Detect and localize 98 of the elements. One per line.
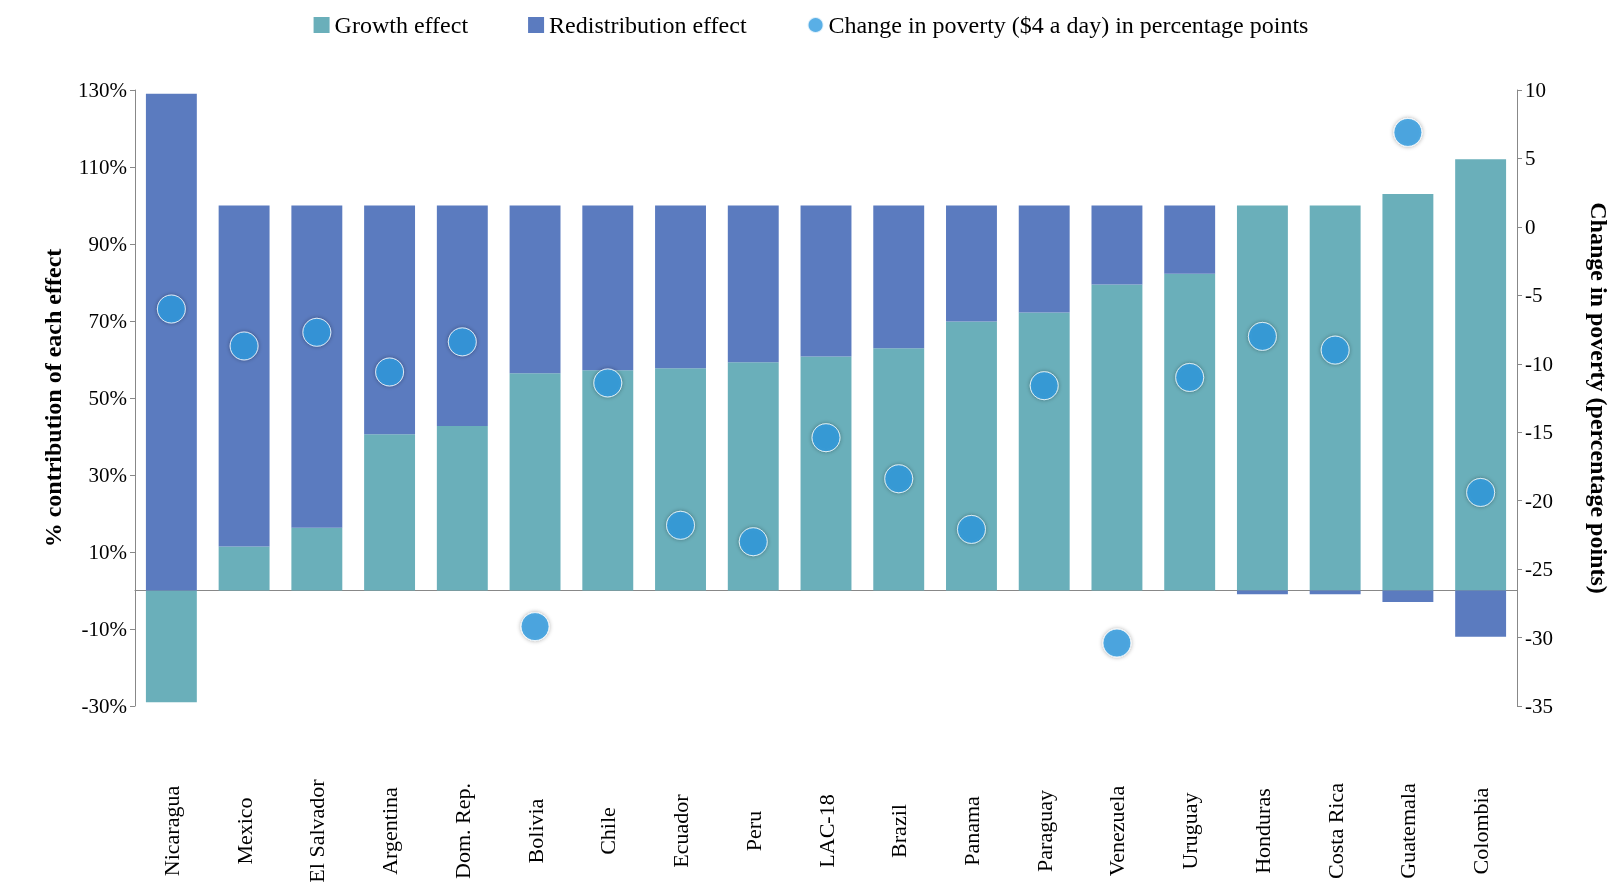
bar (364, 434, 416, 591)
y-tick-label: -30% (81, 694, 127, 718)
bar (1018, 205, 1070, 313)
bar (1455, 590, 1507, 637)
x-tick-label: Argentina (377, 786, 403, 875)
point (447, 327, 477, 357)
bar (509, 373, 561, 591)
bar (873, 348, 925, 591)
x-tick-label: Uruguay (1177, 792, 1203, 870)
y-axis-title: % contribution of each effect (40, 248, 66, 548)
bar (800, 205, 852, 357)
bar (145, 93, 197, 591)
point (811, 423, 841, 453)
y-tick-label: 110% (78, 155, 127, 179)
y-tick-label: 90% (88, 232, 127, 256)
y-tick-label: 70% (88, 309, 127, 333)
bar (1164, 273, 1216, 591)
point (1029, 371, 1059, 401)
y2-tick-label: -25 (1525, 557, 1553, 582)
x-tick-label: Venezuela (1104, 785, 1130, 877)
bar (582, 205, 634, 371)
bar (946, 321, 997, 591)
y-tick-label: 30% (88, 463, 127, 487)
x-tick-label: Ecuador (668, 793, 694, 868)
x-tick-label: LAC-18 (813, 794, 839, 868)
y2-tick-label: 0 (1525, 214, 1536, 239)
bar (1309, 205, 1361, 591)
point (1320, 335, 1350, 365)
point (156, 294, 186, 324)
bar (873, 205, 925, 349)
point (666, 510, 696, 540)
x-tick-label: Costa Rica (1322, 782, 1348, 879)
bar (291, 205, 343, 528)
x-tick-label: Chile (595, 807, 621, 855)
point (1466, 477, 1496, 507)
bar (727, 362, 779, 591)
bar (364, 205, 416, 435)
point (302, 317, 332, 347)
y-tick-label: 130% (78, 78, 127, 102)
point (884, 464, 914, 494)
bar (582, 370, 634, 591)
bar (509, 205, 561, 374)
y2-tick-label: 10 (1525, 78, 1546, 102)
point (593, 368, 623, 398)
legend-label: Change in poverty ($4 a day) in percentage points (828, 12, 1309, 38)
point (1393, 117, 1423, 147)
bar (727, 205, 779, 363)
x-tick-label: El Salvador (304, 778, 330, 883)
point (229, 331, 259, 361)
bar (145, 590, 197, 703)
legend-label: Growth effect (334, 12, 469, 38)
y2-tick-label: -15 (1525, 420, 1553, 445)
y-tick-label: 10% (88, 540, 127, 564)
x-tick-label: Bolivia (522, 798, 548, 864)
bar (1382, 590, 1434, 603)
point (738, 527, 768, 557)
x-tick-label: Colombia (1468, 787, 1494, 875)
x-tick-label: Mexico (231, 797, 257, 865)
bar (218, 205, 270, 547)
legend-label: Redistribution effect (549, 12, 747, 38)
bar (800, 356, 852, 591)
point (957, 514, 986, 544)
x-tick-label: Dom. Rep. (449, 783, 475, 879)
bar (1236, 205, 1288, 591)
point (375, 357, 405, 387)
point (520, 612, 550, 642)
y2-tick-label: -30 (1525, 625, 1553, 650)
bar (1455, 159, 1507, 591)
bar (1018, 312, 1070, 591)
bar (436, 205, 488, 427)
bar (655, 205, 706, 369)
y2-tick-label: -35 (1525, 694, 1553, 718)
bar (1091, 205, 1143, 285)
bar (1091, 284, 1143, 591)
bar (1164, 205, 1216, 274)
x-tick-label: Brazil (886, 804, 912, 858)
y2-tick-label: 5 (1525, 146, 1536, 171)
x-tick-label: Guatemala (1395, 783, 1421, 879)
point (1175, 362, 1205, 392)
y-tick-label: 50% (88, 386, 127, 410)
y2-axis-title: Change in poverty (percentage points) (1586, 202, 1612, 594)
bar (218, 546, 270, 591)
bar (946, 205, 997, 322)
bar (1382, 193, 1434, 591)
point (1247, 321, 1277, 351)
x-tick-label: Honduras (1249, 788, 1275, 874)
x-tick-label: Peru (740, 810, 766, 852)
x-tick-label: Paraguay (1031, 790, 1057, 872)
bar (655, 368, 706, 591)
x-tick-label: Nicaragua (158, 785, 184, 877)
y2-tick-label: -20 (1525, 488, 1553, 513)
y2-tick-label: -10 (1525, 351, 1553, 376)
y2-tick-label: -5 (1525, 283, 1543, 308)
bar (291, 527, 343, 591)
point (1102, 628, 1132, 658)
x-tick-label: Panama (958, 795, 984, 866)
bar (436, 426, 488, 591)
y-tick-label: -10% (81, 617, 127, 641)
